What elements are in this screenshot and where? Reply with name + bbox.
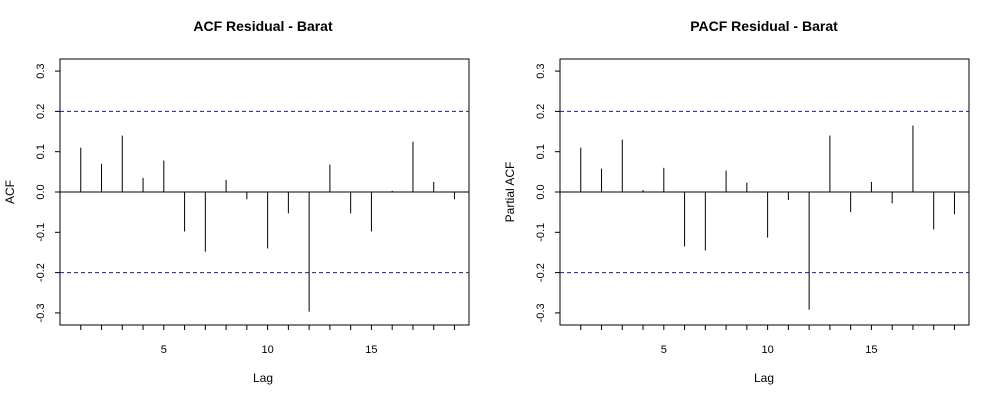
x-tick-label: 5 [661, 344, 667, 356]
y-tick-label: 0.1 [35, 144, 47, 159]
y-tick-label: -0.1 [535, 223, 547, 242]
y-tick-label: 0.1 [535, 144, 547, 159]
y-tick-label: -0.3 [535, 303, 547, 322]
acf-chart-panel: ACF Residual - Barat Lag ACF 5 10 15 -0.3 -0… [3, 18, 470, 385]
y-axis-label: ACF [3, 180, 17, 204]
x-tick-label: 15 [865, 344, 877, 356]
y-tick-label: -0.1 [35, 223, 47, 242]
y-tick-label: 0.2 [35, 104, 47, 119]
y-tick-label: 0.3 [35, 63, 47, 78]
chart-title: ACF Residual - Barat [193, 18, 333, 34]
chart-title: PACF Residual - Barat [690, 18, 838, 34]
y-tick-label: 0.3 [535, 63, 547, 78]
pacf-chart: PACF Residual - Barat Lag Partial ACF 5 1… [503, 18, 970, 385]
y-tick-label: 0.0 [35, 184, 47, 199]
y-tick-label: -0.2 [535, 263, 547, 282]
y-tick-label: 0.0 [535, 184, 547, 199]
plot-area: 5 10 15 -0.3 -0.2 -0.1 0.0 0.1 0.2 0.3 [35, 58, 470, 356]
x-tick-label: 15 [365, 344, 377, 356]
plot-area: 5 10 15 -0.3 -0.2 -0.1 0.0 0.1 0.2 0.3 [535, 58, 970, 356]
x-tick-label: 10 [761, 344, 773, 356]
y-axis-label: Partial ACF [503, 162, 517, 223]
x-axis-label: Lag [754, 371, 774, 385]
y-tick-label: -0.3 [35, 303, 47, 322]
x-tick-label: 5 [161, 344, 167, 356]
pacf-chart-panel: PACF Residual - Barat Lag Partial ACF 5 1… [500, 0, 1000, 400]
x-axis-label: Lag [253, 371, 273, 385]
y-tick-label: 0.2 [535, 104, 547, 119]
x-tick-label: 10 [261, 344, 273, 356]
acf-chart: ACF Residual - Barat Lag ACF 5 10 15 -0.3 -0… [3, 18, 470, 385]
y-tick-label: -0.2 [35, 263, 47, 282]
